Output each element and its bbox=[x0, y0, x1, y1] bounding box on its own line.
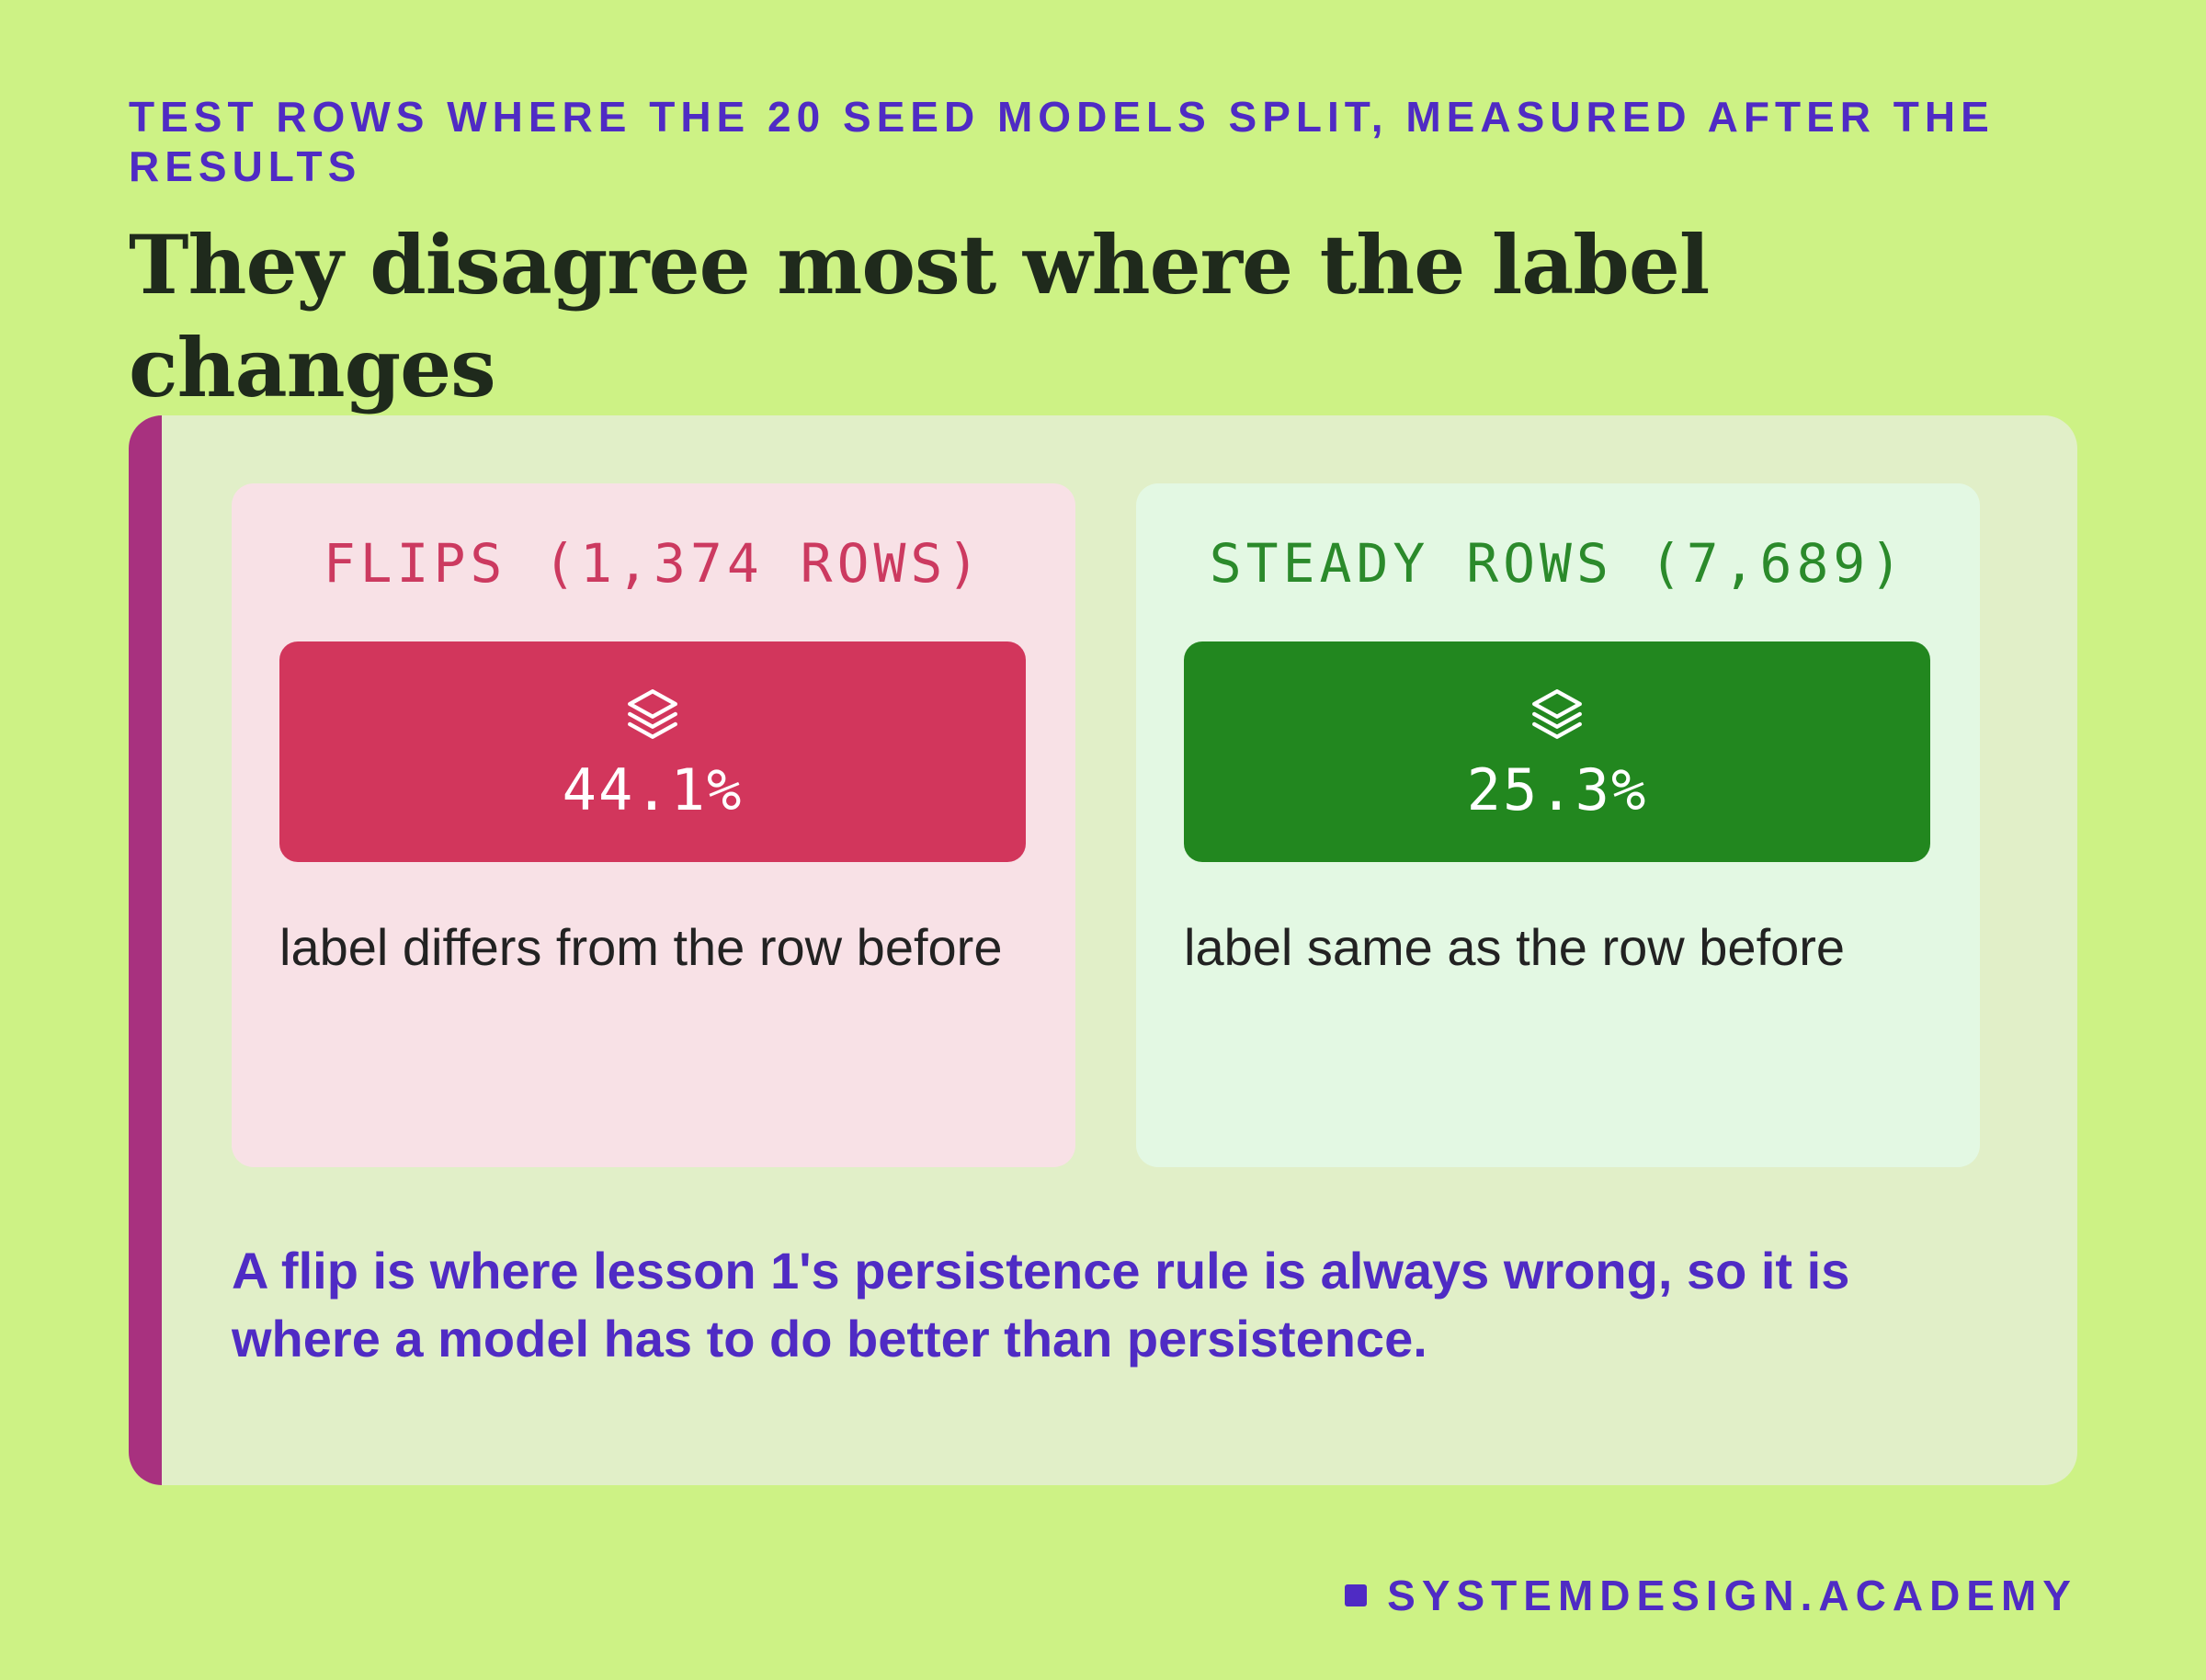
brand-square-icon bbox=[1345, 1584, 1368, 1606]
flips-description: label differs from the row before bbox=[279, 918, 1003, 976]
layers-icon bbox=[628, 689, 677, 739]
page-title: They disagree most where the label chang… bbox=[129, 217, 1710, 415]
steady-card-title: STEADY ROWS (7,689) bbox=[1209, 532, 1907, 595]
flips-stat-value: 44.1% bbox=[562, 756, 744, 823]
flips-stat-box: 44.1% bbox=[279, 641, 1026, 862]
flips-card: FLIPS (1,374 ROWS) 44.1% label differs f… bbox=[232, 483, 1075, 1167]
panel-accent-bar bbox=[129, 415, 162, 1485]
eyebrow-label: TEST ROWS WHERE THE 20 SEED MODELS SPLIT… bbox=[129, 93, 1995, 190]
explanation-note: A flip is where lesson 1's persistence r… bbox=[232, 1242, 1850, 1368]
steady-stat-value: 25.3% bbox=[1466, 756, 1648, 823]
steady-card: STEADY ROWS (7,689) 25.3% label same as … bbox=[1136, 483, 1980, 1167]
flips-card-title: FLIPS (1,374 ROWS) bbox=[323, 532, 984, 595]
steady-stat-box: 25.3% bbox=[1184, 641, 1930, 862]
brand-footer: SYSTEMDESIGN.ACADEMY bbox=[1345, 1570, 2077, 1621]
steady-description: label same as the row before bbox=[1184, 918, 1846, 976]
comparison-panel: FLIPS (1,374 ROWS) 44.1% label differs f… bbox=[129, 415, 2077, 1485]
layers-icon bbox=[1532, 689, 1582, 739]
brand-name: SYSTEMDESIGN.ACADEMY bbox=[1387, 1572, 2077, 1619]
